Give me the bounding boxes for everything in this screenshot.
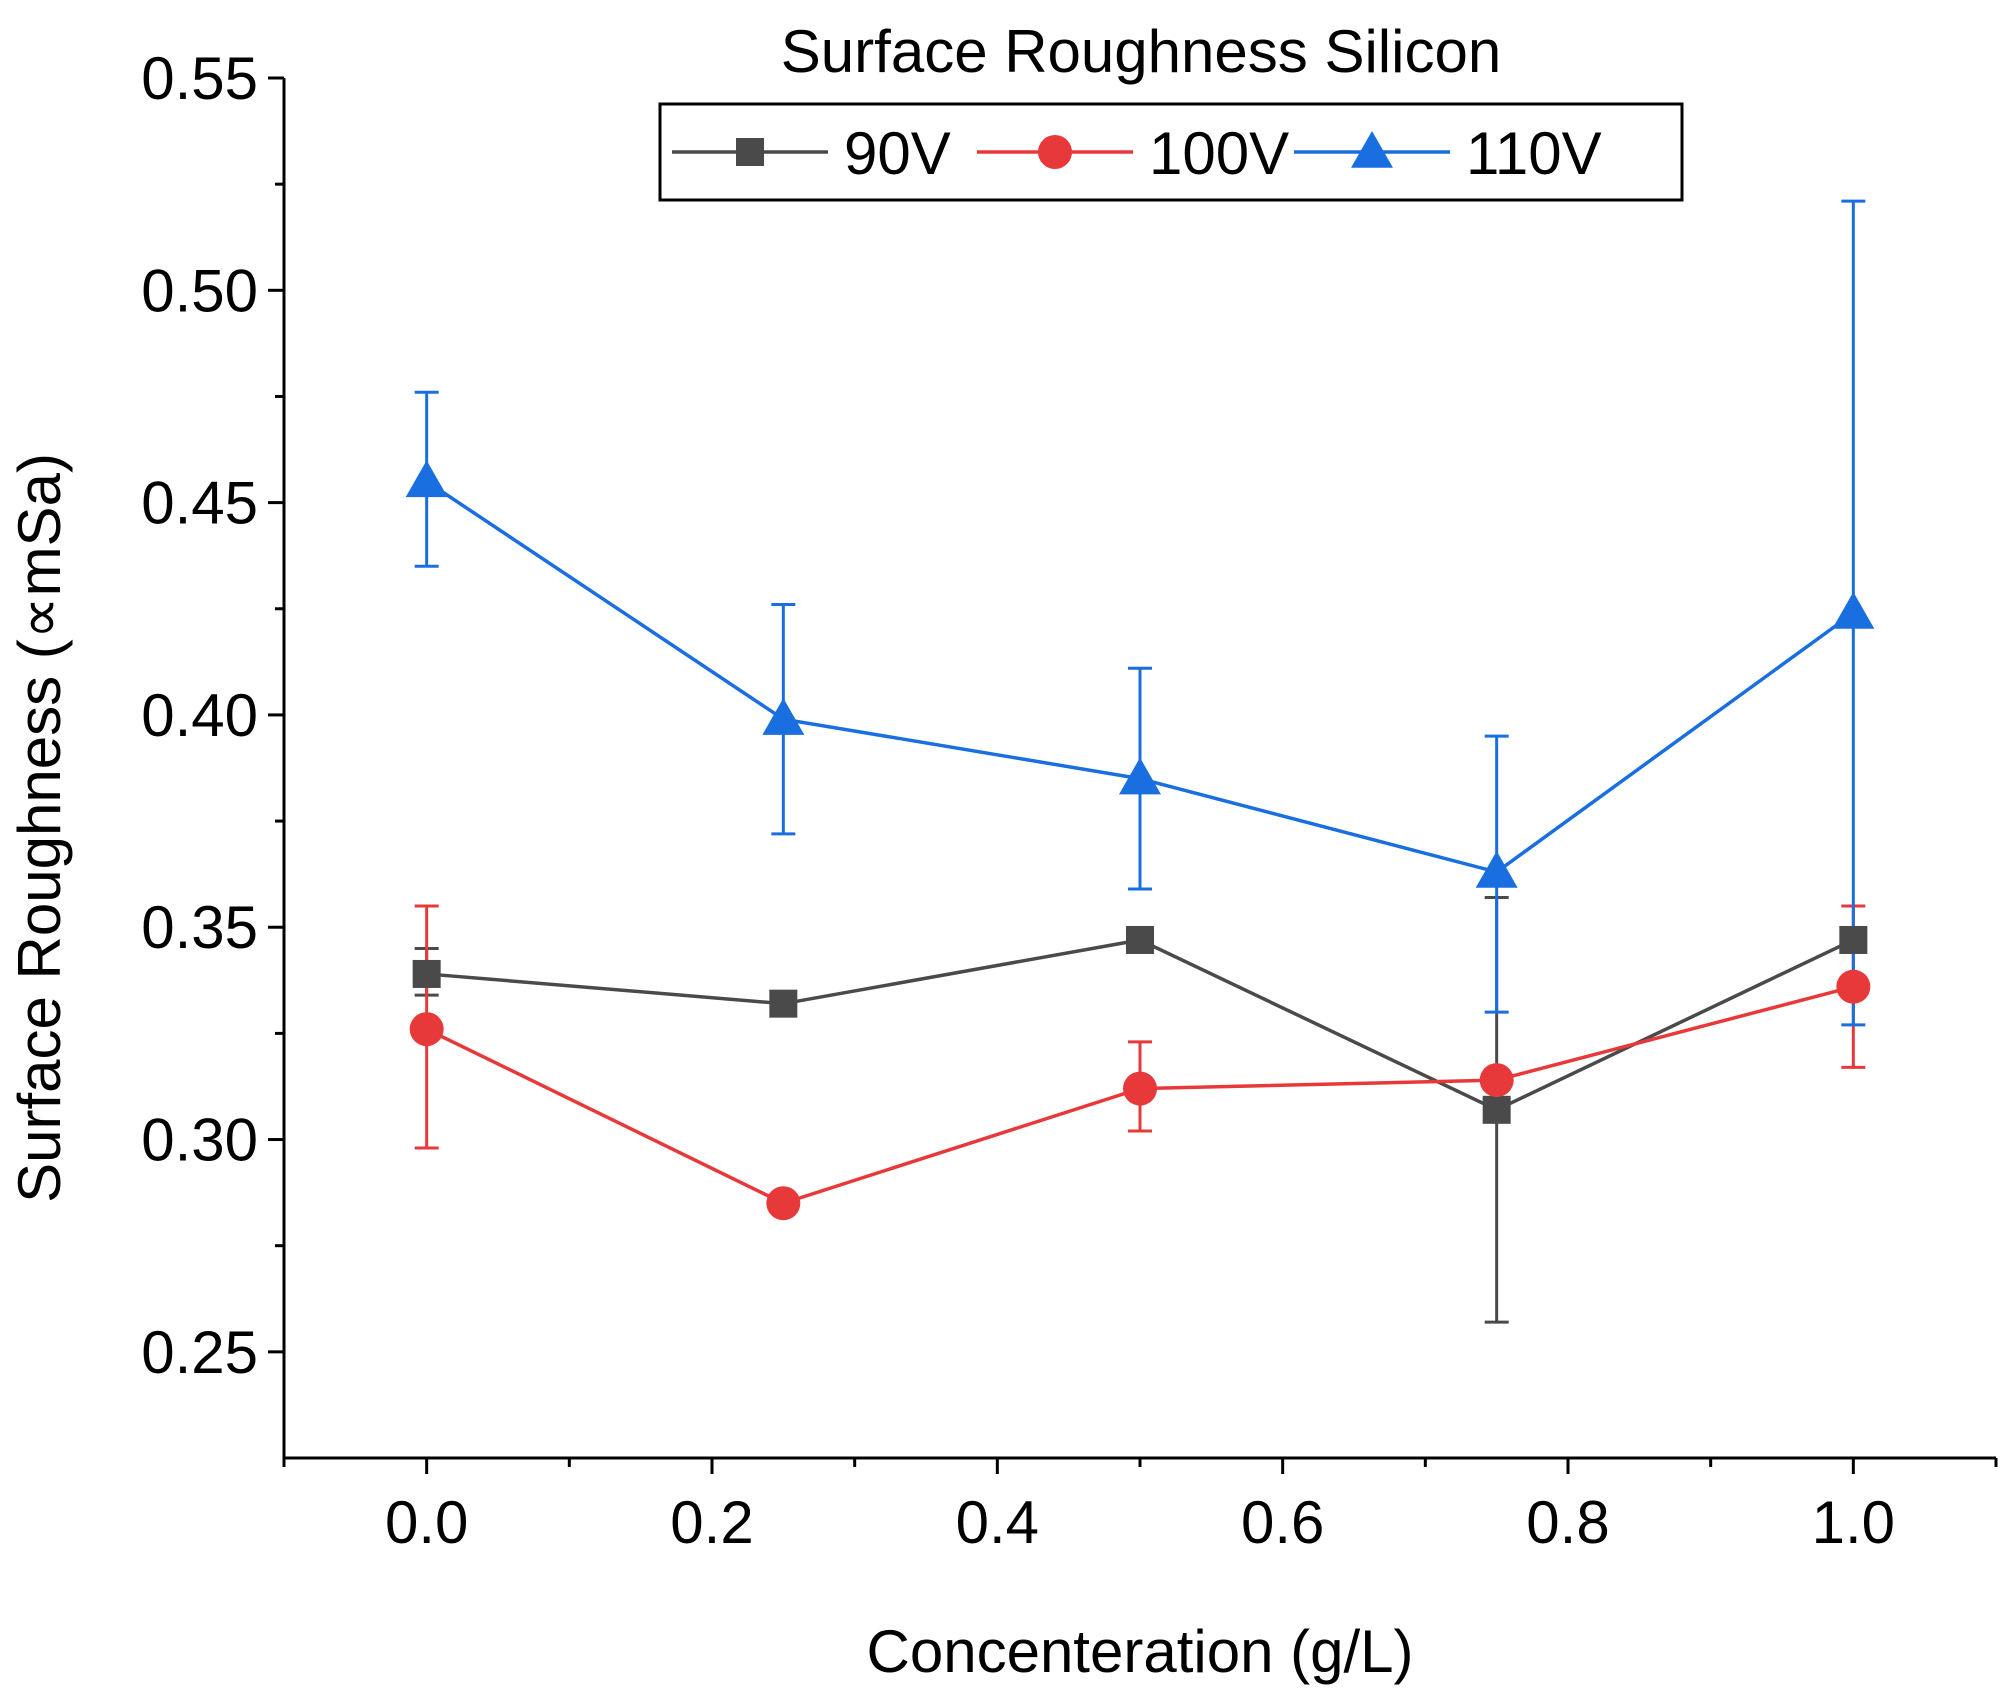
data-point [1836,969,1871,1004]
legend-box [658,102,1684,202]
x-tick-label: 0.0 [385,1489,468,1556]
x-axis-title: Concenteration (g/L) [867,1618,1414,1685]
series-markers [405,460,1875,1221]
legend-swatch-marker [1351,131,1393,168]
y-tick-label: 0.35 [141,894,258,961]
data-point [1479,1063,1514,1098]
x-tick-label: 0.6 [1241,1489,1324,1556]
legend-swatch-marker [736,138,764,166]
y-axis-title: Surface Roughness (∝mSa) [6,453,73,1203]
data-point [1482,1095,1511,1124]
data-point [1119,757,1161,795]
data-point [1475,851,1518,888]
y-tick-label: 0.30 [141,1107,258,1174]
x-tick-label: 1.0 [1812,1489,1895,1556]
legend: 90V 100V 110V [658,102,1684,202]
legend-label: 110V [1466,120,1602,187]
data-point [412,959,441,988]
legend-title: Surface Roughness Silicon [781,18,1501,85]
legend-label: 90V [844,120,951,187]
data-point [769,989,798,1018]
data-point [1832,592,1875,629]
x-tick-label: 0.8 [1526,1489,1609,1556]
data-point [409,1012,444,1047]
data-point [1126,925,1154,954]
axes: 0.25 0.30 0.35 0.40 0.45 0.50 0.55 0.0 0.2 0.4 0.6… [141,45,1998,1556]
legend-label: 100V [1149,120,1289,187]
legend-swatch-marker [1038,135,1072,169]
y-tick-label: 0.55 [141,45,258,112]
y-tick-label: 0.50 [141,257,258,324]
y-tick-label: 0.40 [141,682,258,749]
data-point [405,460,448,498]
data-point [1839,925,1868,954]
x-tick-label: 0.4 [956,1489,1039,1556]
y-tick-label: 0.25 [141,1319,258,1386]
y-tick-label: 0.45 [141,470,258,537]
data-point [762,698,805,735]
data-point [766,1186,801,1221]
data-point [1123,1071,1157,1106]
x-tick-label: 0.2 [670,1489,753,1556]
